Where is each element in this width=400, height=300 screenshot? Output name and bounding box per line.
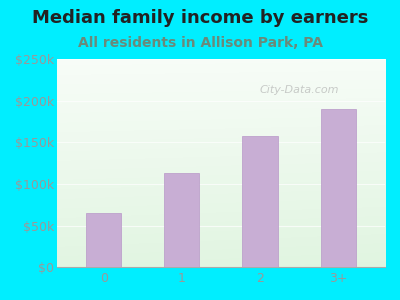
Text: All residents in Allison Park, PA: All residents in Allison Park, PA [78,36,322,50]
Text: City-Data.com: City-Data.com [260,85,340,95]
Bar [242,136,278,267]
Text: Median family income by earners: Median family income by earners [32,9,368,27]
Bar [320,109,356,267]
Bar [164,173,200,267]
Bar [86,213,121,267]
